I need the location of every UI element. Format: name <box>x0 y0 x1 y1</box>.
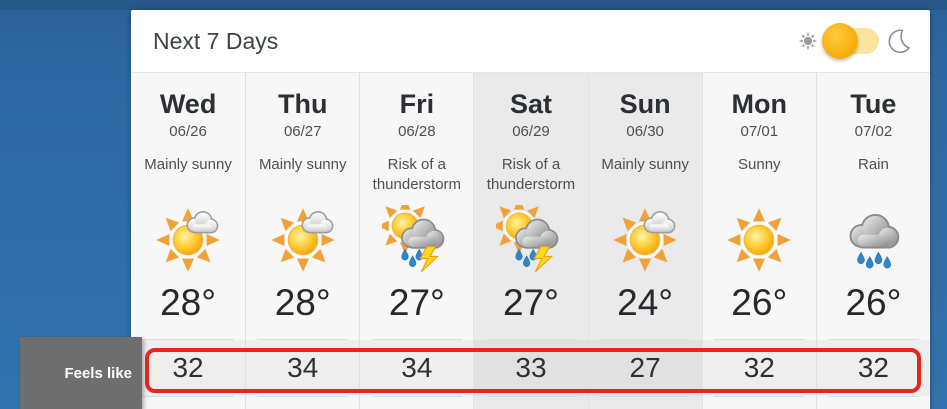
condition-label: Risk of a thunderstorm <box>372 156 462 193</box>
row-separator <box>257 396 348 397</box>
card-title: Next 7 Days <box>153 27 279 54</box>
sunny-icon <box>724 205 794 275</box>
high-temp-label: 28° <box>160 282 217 323</box>
forecast-day-column-sat[interactable]: Sat 06/29 Risk of a thunderstorm 27° 33 <box>473 73 588 409</box>
row-separator <box>714 339 805 340</box>
day-name-label: Sun <box>619 89 671 119</box>
feels-like-value: 34 <box>360 340 473 396</box>
day-date-label: 06/30 <box>626 123 664 140</box>
rain-icon <box>838 205 908 275</box>
sun-icon <box>798 31 818 51</box>
forecast-day-column-thu[interactable]: Thu 06/27 Mainly sunny 28° 34 <box>245 73 360 409</box>
high-temp-label: 26° <box>845 282 902 323</box>
day-night-toggle[interactable] <box>798 23 912 59</box>
row-separator <box>142 396 234 397</box>
condition-label: Risk of a thunderstorm <box>486 156 576 193</box>
row-separator <box>371 396 463 397</box>
day-name-label: Sat <box>509 89 552 119</box>
high-temp-label: 27° <box>388 282 445 323</box>
day-date-label: 07/01 <box>740 123 779 140</box>
day-name-label: Tue <box>850 89 897 119</box>
row-separator <box>714 396 805 397</box>
row-separator <box>599 339 691 340</box>
day-date-label: 06/27 <box>283 123 322 140</box>
day-name-label: Fri <box>399 89 435 119</box>
feels-like-value: 32 <box>703 340 816 396</box>
row-separator <box>371 339 463 340</box>
high-temp-label: 26° <box>731 282 788 323</box>
feels-like-value: 33 <box>474 340 587 396</box>
day-name-label: Wed <box>159 89 217 119</box>
forecast-columns: Wed 06/26 Mainly sunny 28° 32 Thu 06/27 … <box>131 73 930 409</box>
row-separator <box>485 339 577 340</box>
moon-icon <box>888 29 912 53</box>
forecast-day-column-tue[interactable]: Tue 07/02 Rain 26° 32 <box>815 73 930 409</box>
day-date-label: 07/02 <box>854 123 893 140</box>
day-name-label: Thu <box>277 89 328 119</box>
feels-like-value: 34 <box>246 340 359 396</box>
row-separator <box>828 396 919 397</box>
feels-like-value: 32 <box>131 340 245 396</box>
high-temp-label: 27° <box>503 282 559 323</box>
condition-label: Rain <box>857 156 889 173</box>
day-date-label: 06/29 <box>512 123 550 140</box>
high-temp-label: 24° <box>617 282 674 323</box>
condition-label: Mainly sunny <box>258 156 347 173</box>
high-temp-label: 28° <box>274 282 331 323</box>
day-date-label: 06/26 <box>169 123 207 140</box>
feels-like-value: 27 <box>589 340 702 396</box>
forecast-day-column-fri[interactable]: Fri 06/28 Risk of a thunderstorm 27° 34 <box>359 73 474 409</box>
forecast-day-column-mon[interactable]: Mon 07/01 Sunny 26° 32 <box>701 73 816 409</box>
condition-label: Mainly sunny <box>601 156 689 173</box>
feels-like-value: 32 <box>817 340 930 396</box>
row-separator <box>828 339 919 340</box>
mainly-sunny-icon <box>153 205 223 275</box>
row-separator <box>599 396 691 397</box>
condition-label: Mainly sunny <box>144 156 232 173</box>
condition-label: Sunny <box>738 156 781 173</box>
day-date-label: 06/28 <box>398 123 436 140</box>
row-separator <box>142 339 234 340</box>
row-separator <box>485 396 577 397</box>
forecast-card: Next 7 Days Wed 06/26 Mainly sunny 28° 3… <box>131 10 930 409</box>
feels-like-row-label: Feels like <box>20 337 142 409</box>
page-background-top-strip <box>0 0 947 10</box>
day-name-label: Mon <box>731 89 788 119</box>
forecast-day-column-wed[interactable]: Wed 06/26 Mainly sunny 28° 32 <box>131 73 246 409</box>
thunderstorm-icon <box>382 205 452 275</box>
switch-knob[interactable] <box>822 23 858 59</box>
thunderstorm-icon <box>496 205 566 275</box>
forecast-day-column-sun[interactable]: Sun 06/30 Mainly sunny 24° 27 <box>587 73 702 409</box>
row-separator <box>257 339 348 340</box>
forecast-card-header: Next 7 Days <box>131 10 930 73</box>
day-night-switch[interactable] <box>822 23 879 59</box>
mainly-sunny-icon <box>610 205 680 275</box>
mainly-sunny-icon <box>268 205 338 275</box>
